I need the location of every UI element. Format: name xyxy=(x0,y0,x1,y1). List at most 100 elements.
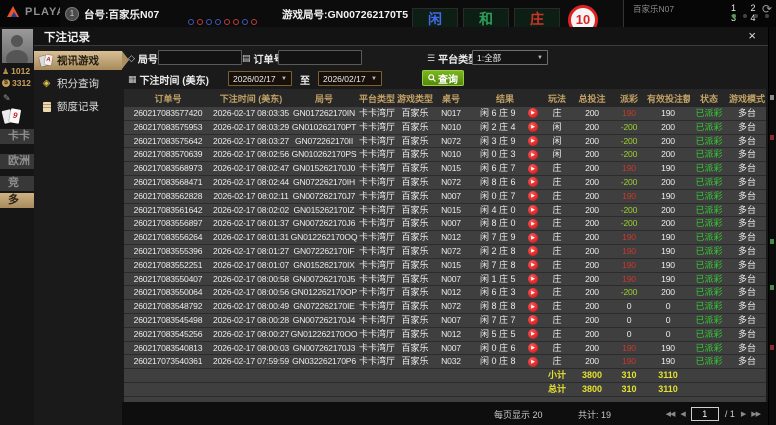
replay-button[interactable]: ▶ xyxy=(528,246,538,257)
round-input[interactable] xyxy=(158,50,242,65)
cell-payout: 190 xyxy=(612,258,646,273)
cell-payout: -200 xyxy=(612,203,646,218)
cell-time: 2026-02-17 08:01:07 xyxy=(212,258,290,273)
moneybag-icon: $ xyxy=(2,79,10,87)
cell-table: N007 xyxy=(434,313,468,328)
replay-button[interactable]: ▶ xyxy=(528,342,538,353)
replay-button[interactable]: ▶ xyxy=(528,356,538,367)
result-text: 闲 8 庄 6 xyxy=(480,176,516,187)
replay-button[interactable]: ▶ xyxy=(528,204,538,215)
cell-platform: 卡卡湾厅 xyxy=(358,134,396,149)
menu-item-video-games[interactable]: A 视讯游戏 xyxy=(34,51,129,70)
cell-status: 已派彩 xyxy=(690,161,728,176)
order-input[interactable] xyxy=(278,50,362,65)
lobby-tab-jing: 竞 xyxy=(0,176,34,191)
platform-select[interactable]: 1:全部 ▼ xyxy=(472,50,548,65)
table-row: 260217083540813 2026-02-17 08:00:03 GN0072… xyxy=(124,341,766,356)
cell-table: N072 xyxy=(434,244,468,259)
summary-body: 小计 3800 310 3110 总计 3800 310 3110 xyxy=(124,368,766,402)
date-from-select[interactable]: 2026/02/17 ▼ xyxy=(228,71,292,86)
first-page-button[interactable]: ◀◀ xyxy=(665,410,676,418)
prev-page-button[interactable]: ◀ xyxy=(680,410,685,418)
grandtotal-total: 3800 xyxy=(572,382,612,397)
cell-time: 2026-02-17 08:00:49 xyxy=(212,299,290,314)
page-input[interactable]: 1 xyxy=(690,406,719,421)
refresh-icon[interactable]: ⟳ xyxy=(762,2,773,16)
cell-platform: 卡卡湾厅 xyxy=(358,216,396,232)
cell-time: 2026-02-17 08:00:56 xyxy=(212,285,290,301)
replay-button[interactable]: ▶ xyxy=(528,108,538,119)
table-row: 260217083561642 2026-02-17 08:02:02 GN0152… xyxy=(124,203,766,218)
cell-platform: 卡卡湾厅 xyxy=(358,258,396,273)
replay-button[interactable]: ▶ xyxy=(528,149,538,160)
playace-logo-icon xyxy=(7,6,19,17)
game-window-strip: 1 台号:百家乐N07 游戏局号:GN007262170T5 闲 和 庄 10 xyxy=(60,0,624,27)
bet-spot-tie[interactable]: 和 xyxy=(463,8,509,27)
cell-payout: 190 xyxy=(612,341,646,356)
cell-valid: 190 xyxy=(646,341,690,356)
cell-bet: 庄 xyxy=(542,175,572,190)
cell-table: N007 xyxy=(434,216,468,232)
search-button[interactable]: 查询 xyxy=(422,70,464,86)
last-page-button[interactable]: ▶▶ xyxy=(751,410,761,418)
cell-time: 2026-02-17 08:02:02 xyxy=(212,203,290,218)
replay-button[interactable]: ▶ xyxy=(528,122,538,133)
bet-records-table: 订单号 下注时间 (美东) 局号 平台类型 游戏类型 桌号 结果 玩法 总投注 派彩 有效投注额 状态… xyxy=(124,89,766,402)
column-header: 派彩 xyxy=(612,89,646,107)
bet-spot-banker[interactable]: 庄 xyxy=(514,8,560,27)
cell-time: 2026-02-17 08:01:37 xyxy=(212,216,290,232)
replay-button[interactable]: ▶ xyxy=(528,232,538,243)
replay-button[interactable]: ▶ xyxy=(528,329,538,340)
per-page-label: 每页显示 20 xyxy=(494,410,543,420)
close-icon[interactable]: × xyxy=(748,28,756,43)
cell-bet: 庄 xyxy=(542,203,572,218)
cell-total: 200 xyxy=(572,285,612,301)
replay-button[interactable]: ▶ xyxy=(528,218,538,229)
date-to-label: 至 xyxy=(300,76,310,87)
replay-button[interactable]: ▶ xyxy=(528,135,538,146)
cell-game: 百家乐 xyxy=(396,107,434,121)
replay-button[interactable]: ▶ xyxy=(528,191,538,202)
bet-records-table-area: 订单号 下注时间 (美东) 局号 平台类型 游戏类型 桌号 结果 玩法 总投注 派彩 有效投注额 状态… xyxy=(122,89,768,402)
cell-status: 已派彩 xyxy=(690,175,728,190)
replay-button[interactable]: ▶ xyxy=(528,260,538,271)
next-page-button[interactable]: ▶ xyxy=(740,410,746,418)
column-header: 游戏模式 xyxy=(728,89,766,107)
cell-payout: 190 xyxy=(612,107,646,121)
cell-bet: 庄 xyxy=(542,230,572,245)
cell-time: 2026-02-17 08:00:58 xyxy=(212,272,290,287)
table-header-row: 订单号 下注时间 (美东) 局号 平台类型 游戏类型 桌号 结果 玩法 总投注 派彩 有效投注额 状态… xyxy=(124,89,766,107)
bet-spot-player[interactable]: 闲 xyxy=(412,8,458,27)
table-row: 260217073540361 2026-02-17 07:59:59 GN0322… xyxy=(124,354,766,370)
cell-game: 百家乐 xyxy=(396,189,434,204)
replay-button[interactable]: ▶ xyxy=(528,287,538,298)
table-row: 260217083556264 2026-02-17 08:01:31 GN0122… xyxy=(124,230,766,245)
replay-button[interactable]: ▶ xyxy=(528,301,538,312)
replay-button[interactable]: ▶ xyxy=(528,273,538,284)
table-row: 260217083568973 2026-02-17 08:02:47 GN0152… xyxy=(124,161,766,176)
menu-item-points-query[interactable]: ◈ 积分查询 xyxy=(34,74,122,93)
column-header: 玩法 xyxy=(542,89,572,107)
replay-button[interactable]: ▶ xyxy=(528,163,538,174)
cell-total: 200 xyxy=(572,147,612,163)
date-to-select[interactable]: 2026/02/17 ▼ xyxy=(318,71,382,86)
cell-mode: 多台 xyxy=(728,327,766,342)
menu-item-credit-records[interactable]: 额度记录 xyxy=(34,97,122,116)
cell-result: 闲 6 庄 7 ▶ xyxy=(468,161,542,176)
replay-button[interactable]: ▶ xyxy=(528,315,538,326)
cell-total: 200 xyxy=(572,175,612,190)
replay-button[interactable]: ▶ xyxy=(528,177,538,188)
column-header: 游戏类型 xyxy=(396,89,434,107)
cell-round: GN007262170J6 xyxy=(290,216,358,232)
cell-platform: 卡卡湾厅 xyxy=(358,175,396,190)
money-stat: $ 3312 xyxy=(2,78,31,88)
grandtotal-label: 总计 xyxy=(542,382,572,397)
cell-game: 百家乐 xyxy=(396,230,434,245)
cell-valid: 0 xyxy=(646,327,690,342)
room-name-label: 百家乐N07 xyxy=(633,4,675,14)
cell-status: 已派彩 xyxy=(690,313,728,328)
subtotal-payout: 310 xyxy=(612,368,646,383)
cell-result: 闲 6 庄 9 ▶ xyxy=(468,107,542,121)
cell-valid: 200 xyxy=(646,216,690,232)
table-row: 260217083545498 2026-02-17 08:00:28 GN0072… xyxy=(124,313,766,328)
